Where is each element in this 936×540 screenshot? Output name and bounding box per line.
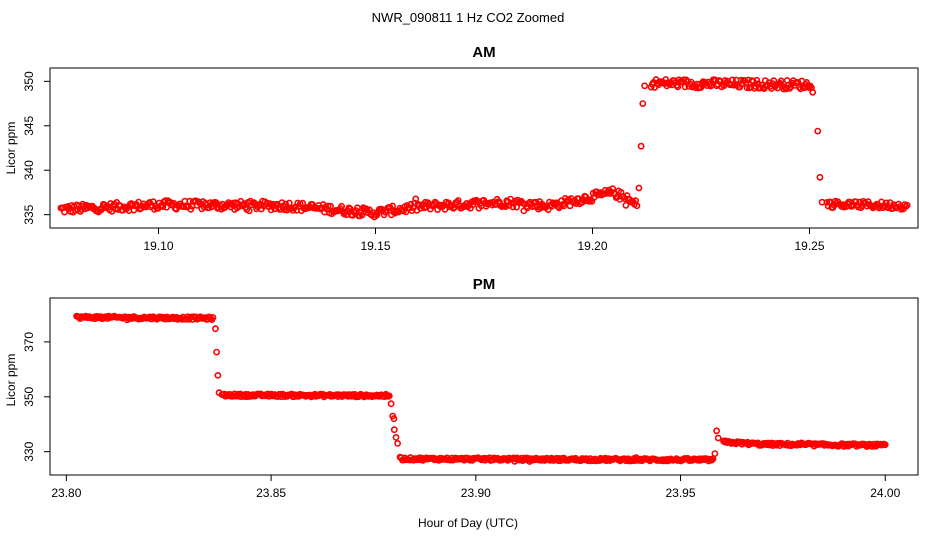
- am-ytick-label: 335: [22, 204, 36, 224]
- am-data-point: [278, 199, 286, 207]
- am-data-point: [816, 173, 824, 181]
- am-data-point: [389, 202, 396, 210]
- am-data-point: [353, 204, 361, 212]
- am-data-point: [674, 83, 682, 91]
- pm-plot-frame: [49, 297, 919, 476]
- am-panel-title: AM: [472, 44, 495, 61]
- am-data-point: [787, 83, 795, 91]
- pm-ytick-label: 370: [22, 332, 36, 352]
- am-data-point: [622, 201, 630, 209]
- am-xtick-label: 19.25: [794, 239, 824, 253]
- am-data-point: [803, 79, 810, 86]
- pm-data-point: [211, 325, 219, 333]
- am-data-point: [681, 83, 689, 91]
- am-data-point: [373, 211, 381, 219]
- pm-data-point: [214, 371, 222, 379]
- am-ylabel: Licor ppm: [4, 122, 18, 175]
- am-data-point: [441, 205, 449, 213]
- pm-data-point: [713, 427, 720, 435]
- am-data-point: [903, 201, 911, 209]
- pm-data-point: [392, 433, 400, 441]
- pm-data-point: [209, 314, 217, 321]
- am-data-point: [240, 200, 248, 208]
- am-data-point: [633, 202, 641, 210]
- am-plot-frame: [49, 67, 919, 229]
- am-ytick-label: 340: [22, 160, 36, 180]
- am-data-point: [814, 127, 822, 135]
- pm-data-point: [711, 450, 719, 457]
- am-data-point: [346, 205, 354, 213]
- pm-data-point: [881, 441, 889, 449]
- am-data-point: [541, 202, 548, 210]
- panel-pm: PM Licor ppm 23.80 23.85 23.90 23.95 24.00 33…: [4, 276, 919, 500]
- pm-ticks: 23.80 23.85 23.90 23.95 24.00 330 350 370: [22, 332, 901, 500]
- pm-ytick-label: 330: [22, 441, 36, 461]
- pm-ylabel: Licor ppm: [4, 354, 18, 407]
- am-data-point: [809, 88, 817, 96]
- pm-ytick-label: 350: [22, 386, 36, 406]
- am-xtick-label: 19.10: [143, 239, 173, 253]
- pm-data-point: [394, 439, 401, 447]
- am-data-point: [285, 199, 293, 207]
- figure-title: NWR_090811 1 Hz CO2 Zoomed: [372, 10, 565, 25]
- x-axis-label: Hour of Day (UTC): [418, 516, 518, 530]
- pm-panel-title: PM: [473, 276, 496, 293]
- am-xtick-label: 19.15: [360, 239, 390, 253]
- am-xtick-label: 19.20: [577, 239, 607, 253]
- am-data-point: [358, 211, 366, 219]
- am-ytick-label: 350: [22, 71, 36, 91]
- pm-data-point: [385, 392, 393, 400]
- pm-data-point: [213, 348, 220, 356]
- panel-am: AM Licor ppm 19.10 19.15 19.20 19.25 335 340 3…: [4, 44, 919, 253]
- am-data-point: [852, 198, 860, 206]
- am-data-point: [412, 195, 420, 203]
- am-ytick-label: 345: [22, 115, 36, 135]
- am-data-point: [637, 142, 645, 150]
- am-data-point: [635, 184, 643, 192]
- am-data-point: [363, 206, 371, 214]
- am-data-point: [182, 202, 190, 210]
- am-data-point: [639, 100, 647, 107]
- am-ticks: 19.10 19.15 19.20 19.25 335 340 345 350: [22, 71, 825, 253]
- am-data-point: [902, 203, 910, 210]
- pm-xtick-label: 23.85: [256, 486, 286, 500]
- am-data-point: [641, 82, 648, 90]
- pm-data-point: [387, 400, 395, 408]
- pm-xtick-label: 24.00: [870, 486, 900, 500]
- pm-xtick-label: 23.95: [666, 486, 696, 500]
- am-data-point: [267, 206, 275, 214]
- am-data-point: [753, 76, 761, 84]
- pm-data-point: [390, 426, 398, 434]
- am-data-point: [187, 205, 195, 213]
- pm-points: [73, 312, 889, 465]
- am-data-point: [245, 207, 253, 215]
- pm-xtick-label: 23.80: [51, 486, 81, 500]
- pm-data-point: [390, 415, 398, 423]
- pm-xtick-label: 23.90: [461, 486, 491, 500]
- pm-data-point: [714, 434, 722, 442]
- am-points: [57, 76, 911, 221]
